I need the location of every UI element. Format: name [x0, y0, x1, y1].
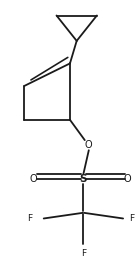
Text: O: O — [30, 174, 37, 184]
Text: F: F — [27, 214, 32, 223]
Text: F: F — [81, 249, 86, 258]
Text: S: S — [80, 174, 87, 184]
Text: F: F — [129, 214, 134, 223]
Text: O: O — [85, 140, 93, 150]
Text: O: O — [124, 174, 132, 184]
